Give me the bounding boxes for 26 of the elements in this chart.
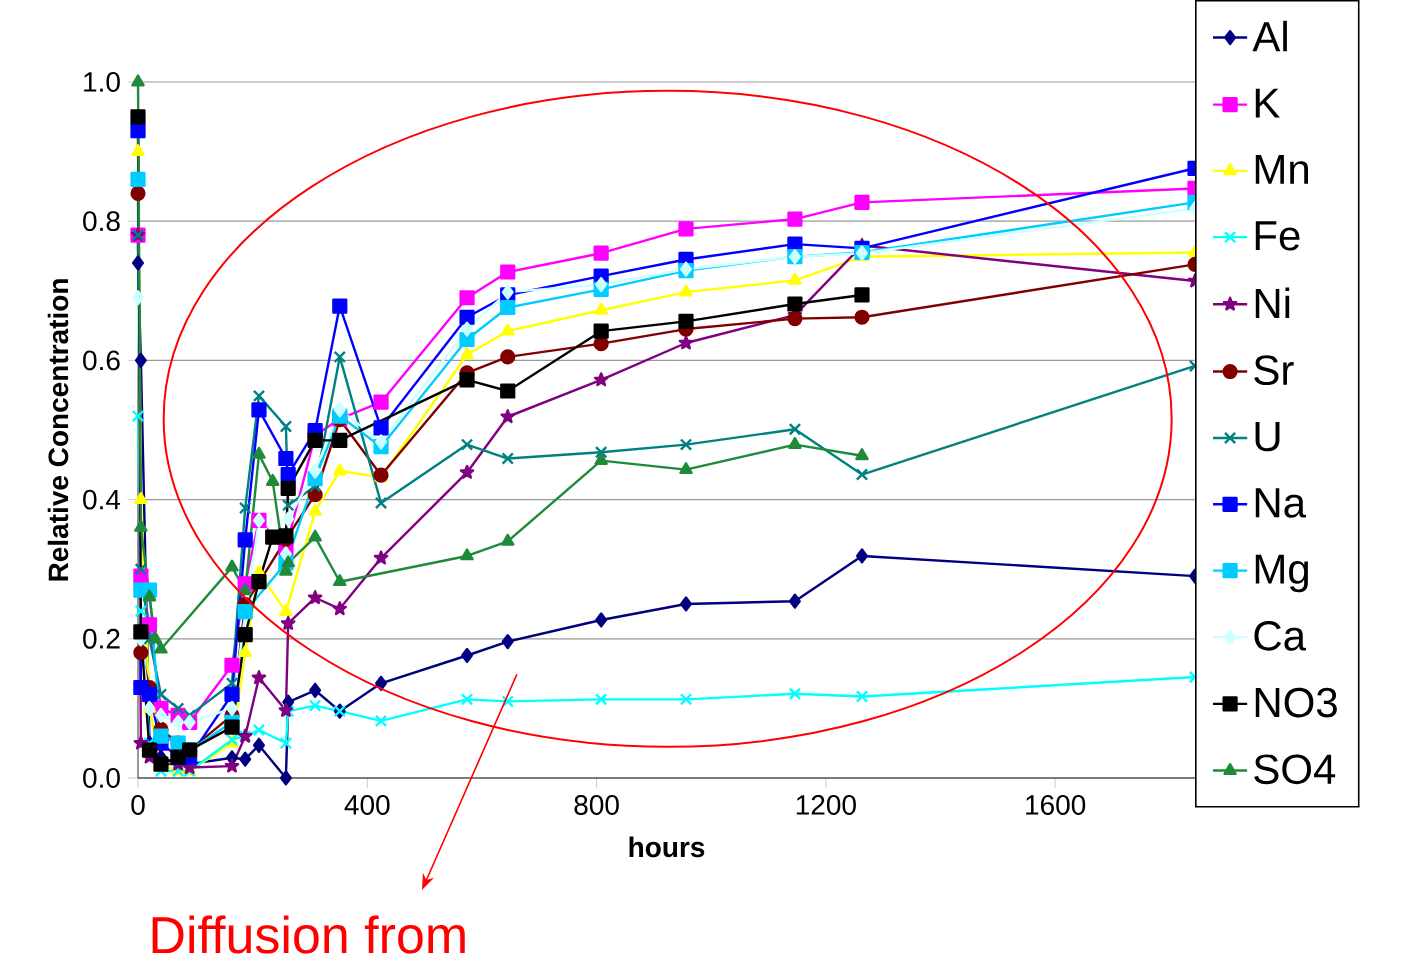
legend-label: Al — [1252, 20, 1287, 52]
legend-label: SO4 — [1254, 754, 1336, 785]
legend-label: Mn — [1255, 154, 1308, 184]
x-tick-label: 1200 — [796, 795, 856, 815]
legend-label: NO3 — [1255, 687, 1337, 718]
legend-label: Ca — [1254, 620, 1307, 651]
y-tick-label: 0.4 — [83, 489, 121, 510]
y-tick-label: 0.8 — [83, 211, 120, 232]
y-tick-label: 0.2 — [83, 628, 120, 649]
x-tick-label: 1600 — [1026, 795, 1086, 815]
y-tick-label: 0.0 — [83, 768, 120, 788]
x-axis-title: hours — [629, 836, 705, 858]
x-tick-label: 400 — [344, 795, 390, 815]
y-tick-label: 0.6 — [83, 350, 120, 371]
legend-label: Na — [1255, 488, 1307, 518]
legend-label: U — [1255, 422, 1280, 452]
legend-label: Ni — [1255, 287, 1290, 318]
legend-label: K — [1255, 88, 1280, 118]
y-axis-title: Relative Concentration — [47, 279, 69, 581]
x-tick-label: 800 — [574, 795, 619, 815]
legend-label: Mg — [1255, 554, 1308, 593]
text: Diffusion from — [152, 915, 465, 954]
y-tick-label: 1.0 — [84, 72, 120, 92]
legend-label: Fe — [1255, 221, 1300, 251]
legend-label: Sr — [1254, 355, 1294, 386]
x-tick-label: 0 — [131, 795, 145, 815]
